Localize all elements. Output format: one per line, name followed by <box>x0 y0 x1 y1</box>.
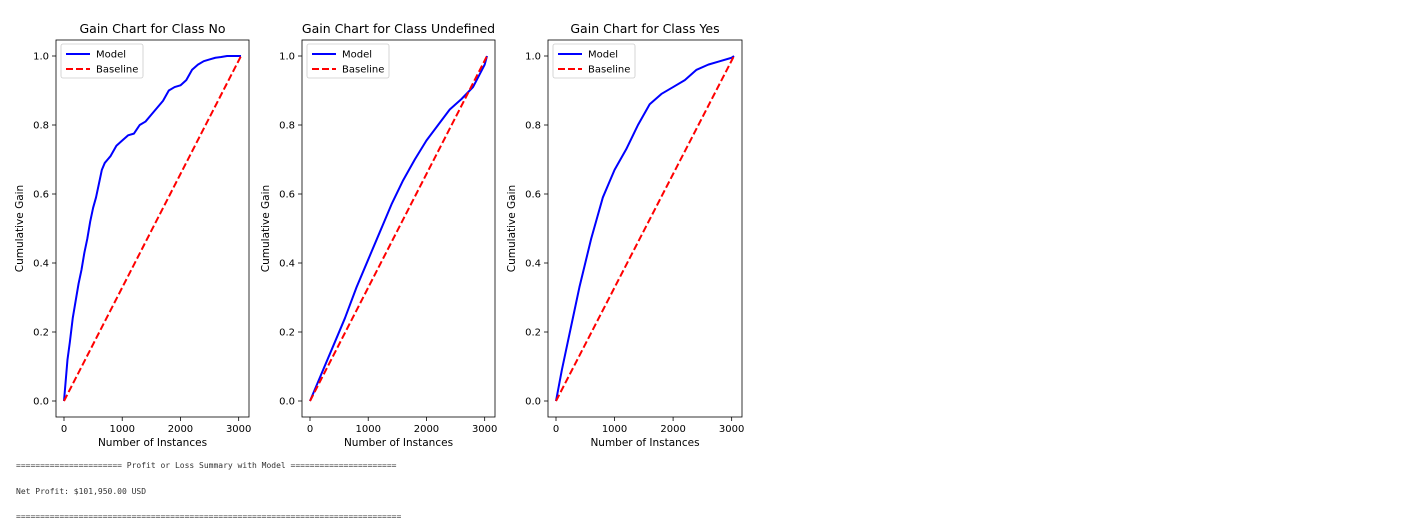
y-axis-label: Cumulative Gain <box>14 185 26 272</box>
plot-area-frame <box>55 39 250 418</box>
y-tick-label: 0.2 <box>33 328 49 339</box>
summary-header-line: ====================== Profit or Loss Su… <box>16 461 397 470</box>
y-tick-label: 0.6 <box>525 190 541 201</box>
legend-label-model: Model <box>342 50 372 61</box>
model-series-line <box>63 55 241 402</box>
y-tick-label: 1.0 <box>279 52 295 63</box>
chart-title: Gain Chart for Class Undefined <box>302 21 495 36</box>
gain-charts-figure: Gain Chart for Class No 0 1000 2000 3000 0.0 0… <box>14 21 744 449</box>
y-tick-label: 0.8 <box>525 121 541 132</box>
model-series-line <box>555 55 735 402</box>
baseline-series-line <box>63 55 242 402</box>
y-axis-label: Cumulative Gain <box>260 185 272 272</box>
x-tick-label: 0 <box>61 424 67 435</box>
legend-label-baseline: Baseline <box>588 65 630 76</box>
plot-area-frame <box>547 39 743 418</box>
baseline-series-line <box>555 55 735 402</box>
x-tick-label: 1000 <box>602 424 627 435</box>
y-tick-label: 0.4 <box>279 259 295 270</box>
y-tick-label: 0.6 <box>33 190 49 201</box>
y-tick-label: 0.2 <box>525 328 541 339</box>
net-profit-line: Net Profit: $101,950.00 USD <box>16 487 147 496</box>
y-tick-label: 0.4 <box>525 259 541 270</box>
x-axis-label: Number of Instances <box>344 437 453 449</box>
legend-label-model: Model <box>588 50 618 61</box>
gain-chart-2: Gain Chart for Class Undefined 0 1000 2000 3… <box>260 21 497 449</box>
y-tick-label: 0.0 <box>525 397 541 408</box>
chart-title: Gain Chart for Class No <box>79 21 225 36</box>
y-tick-label: 1.0 <box>33 52 49 63</box>
x-tick-label: 3000 <box>472 424 497 435</box>
x-tick-label: 1000 <box>355 424 380 435</box>
y-tick-label: 1.0 <box>525 52 541 63</box>
x-tick-label: 2000 <box>168 424 193 435</box>
x-tick-label: 2000 <box>660 424 685 435</box>
y-axis-label: Cumulative Gain <box>506 185 518 272</box>
x-tick-label: 0 <box>553 424 559 435</box>
y-tick-label: 0.8 <box>33 121 49 132</box>
x-tick-label: 0 <box>307 424 313 435</box>
legend: Model Baseline <box>552 43 636 79</box>
plot-area-frame <box>301 39 496 418</box>
chart-title: Gain Chart for Class Yes <box>570 21 719 36</box>
legend: Model Baseline <box>306 43 390 79</box>
y-tick-label: 0.2 <box>279 328 295 339</box>
y-tick-label: 0.0 <box>279 397 295 408</box>
y-tick-label: 0.0 <box>33 397 49 408</box>
model-series-line <box>309 55 488 402</box>
gain-chart-3: Gain Chart for Class Yes 0 1000 2000 3000 0.0… <box>506 21 744 449</box>
legend-label-baseline: Baseline <box>96 65 138 76</box>
y-tick-label: 0.6 <box>279 190 295 201</box>
x-tick-label: 1000 <box>109 424 134 435</box>
x-axis-label: Number of Instances <box>98 437 207 449</box>
baseline-series-line <box>309 55 488 402</box>
y-tick-label: 0.8 <box>279 121 295 132</box>
legend: Model Baseline <box>60 43 144 79</box>
x-axis-label: Number of Instances <box>590 437 699 449</box>
x-tick-label: 3000 <box>226 424 251 435</box>
y-tick-label: 0.4 <box>33 259 49 270</box>
legend-label-baseline: Baseline <box>342 65 384 76</box>
x-tick-label: 2000 <box>414 424 439 435</box>
x-tick-label: 3000 <box>719 424 744 435</box>
legend-label-model: Model <box>96 50 126 61</box>
summary-footer-line: ========================================… <box>16 512 402 521</box>
gain-chart-1: Gain Chart for Class No 0 1000 2000 3000 0.0 0… <box>14 21 251 449</box>
